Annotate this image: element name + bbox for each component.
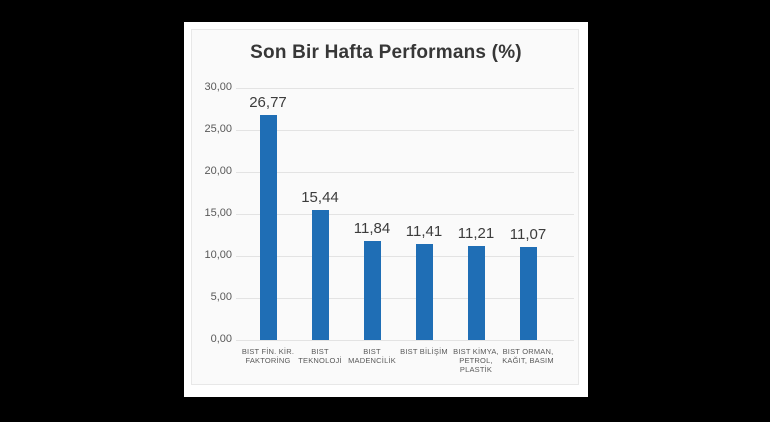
bar [311, 210, 329, 340]
gridline [236, 256, 574, 257]
y-axis-tick-label: 25,00 [204, 123, 232, 135]
bar-value-label: 11,84 [353, 219, 391, 237]
x-axis-category-label: BIST TEKNOLOJİ [298, 347, 342, 365]
bar [363, 240, 381, 340]
gridline [236, 214, 574, 215]
bar-value-label: 11,07 [509, 226, 547, 243]
chart-panel: Son Bir Hafta Performans (%) 0,00 5,00 10,… [184, 22, 588, 397]
x-axis-category-label: BIST BİLİŞİM [400, 347, 448, 356]
y-axis-tick-label: 30,00 [204, 81, 232, 93]
x-axis-category-label: BIST FİN. KİR. FAKTORİNG [241, 347, 295, 365]
gridline [236, 130, 574, 131]
bar-value-label: 26,77 [249, 94, 287, 112]
bar-value-label: 11,21 [457, 224, 495, 242]
bar [259, 115, 277, 340]
chart-title: Son Bir Hafta Performans (%) [250, 42, 522, 63]
gridline [236, 172, 574, 173]
bar [415, 244, 433, 340]
gridline [236, 88, 574, 89]
bar [519, 247, 537, 340]
bar-value-label: 11,41 [405, 223, 443, 241]
bar [467, 245, 485, 340]
y-axis-tick-label: 0,00 [210, 333, 232, 345]
y-axis-tick-label: 15,00 [204, 207, 232, 219]
plot-area: 0,00 5,00 10,00 15,00 20,00 25,00 30,00 26,77 BI… [184, 22, 588, 397]
gridline [236, 340, 574, 341]
x-axis-category-label: BIST MADENCİLİK [348, 347, 396, 365]
bar-value-label: 15,44 [301, 189, 339, 207]
y-axis-tick-label: 20,00 [204, 165, 232, 177]
y-axis-tick-label: 5,00 [210, 291, 232, 303]
gridline [236, 298, 574, 299]
x-axis-category-label: BIST ORMAN, KAĞIT, BASIM [502, 347, 554, 365]
y-axis-tick-label: 10,00 [204, 249, 232, 261]
x-axis-category-label: BIST KİMYA, PETROL, PLASTİK [453, 347, 499, 374]
